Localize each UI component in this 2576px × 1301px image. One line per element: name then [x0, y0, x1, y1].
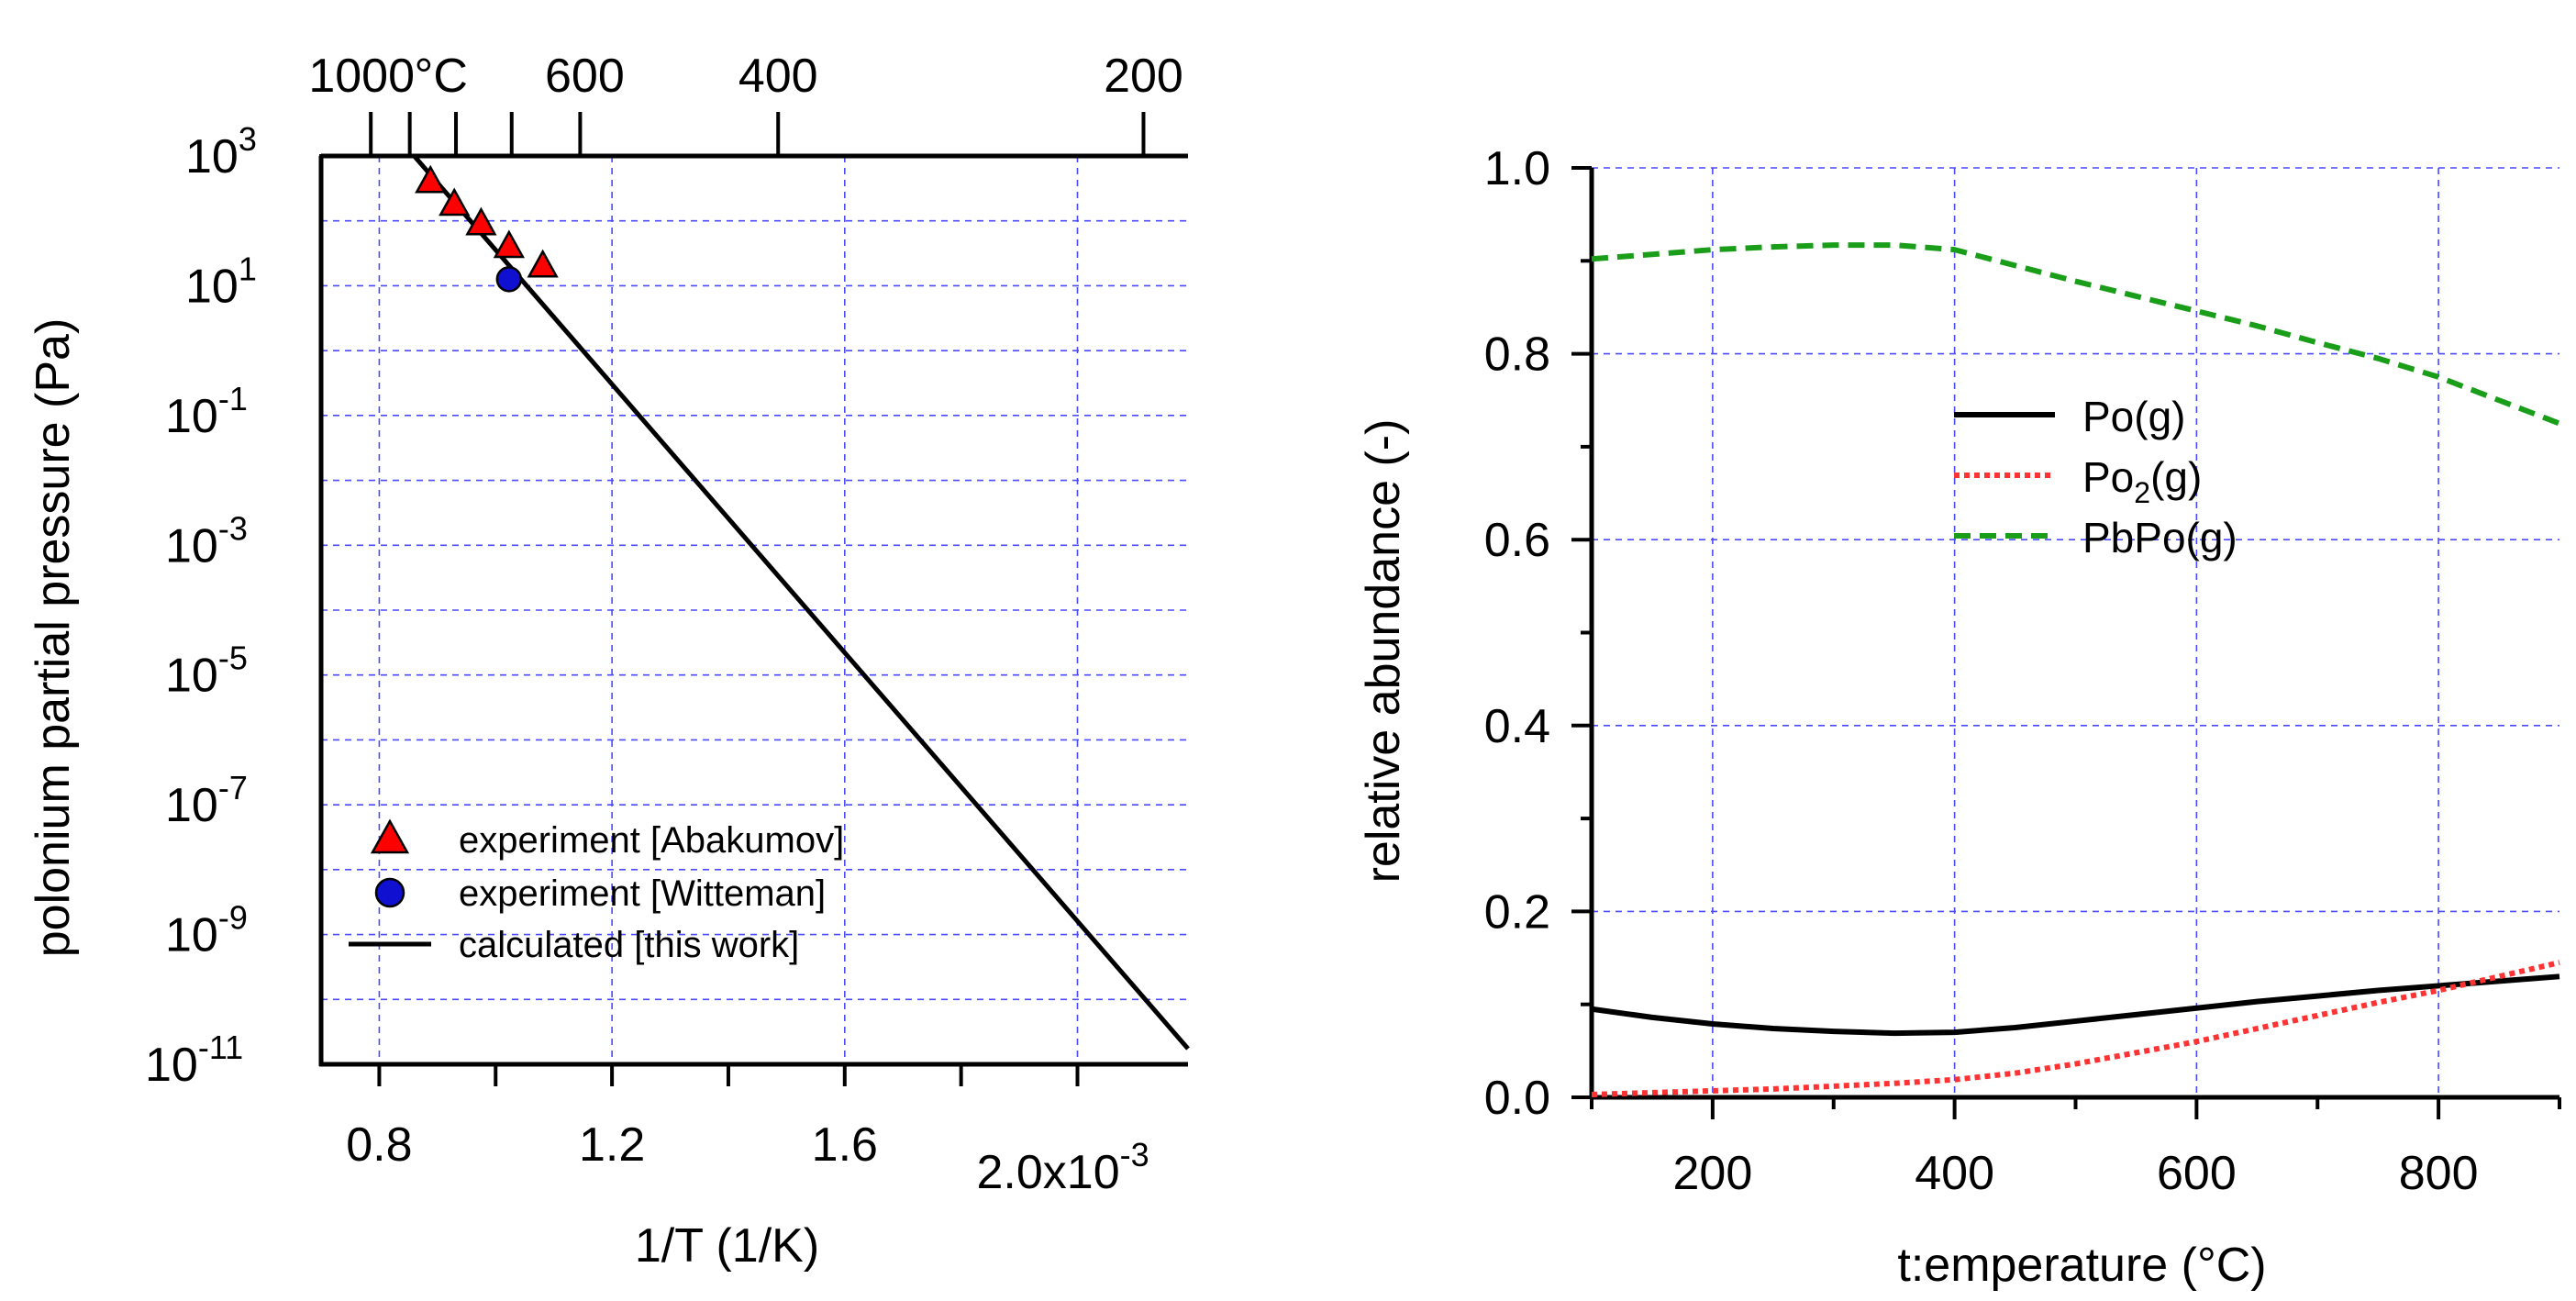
y-tick-label: 0.6: [1484, 514, 1550, 567]
legend-abakumov-label: experiment [Abakumov]: [459, 820, 844, 861]
legend-calculated-label: calculated [this work]: [459, 925, 799, 965]
witteman-point: [495, 266, 523, 293]
legend-abakumov-marker: [370, 818, 410, 854]
x-tick-label: 400: [1915, 1147, 1994, 1200]
y-tick-label: 10-5: [165, 639, 248, 703]
x-tick-exponent: -3: [1120, 1136, 1149, 1173]
po2-line: [1591, 960, 2560, 1097]
y-tick-exponent: 3: [239, 120, 257, 158]
x-tick-label: 2.0x10-3: [976, 1136, 1149, 1199]
abakumov-point: [493, 229, 525, 259]
y-tick-exponent: -11: [198, 1029, 243, 1066]
x-tick-label: 1.6: [812, 1118, 878, 1172]
abakumov-point: [415, 164, 447, 194]
y-tick-label: 1.0: [1484, 142, 1550, 195]
y-tick-exponent: -5: [218, 639, 248, 677]
legend-pbpo-line-label: PbPo(g): [2082, 514, 2237, 562]
y-tick-label: 101: [185, 250, 257, 313]
y-tick-exponent: -7: [218, 769, 248, 806]
top-tick-label: 400: [738, 50, 818, 103]
top-tick-label: 200: [1104, 50, 1183, 103]
legend-po-line-label: Po(g): [2082, 393, 2185, 440]
po-line: [1591, 973, 2560, 1037]
y-tick-label: 10-7: [165, 769, 248, 832]
vapor-pressure-chart: 10-11 10-9 10-7 10-5 10-3 10-1 101 103 0.8 1.2 1.6…: [27, 50, 1190, 1273]
y-tick-label: 0.2: [1484, 885, 1550, 939]
abakumov-point: [439, 187, 471, 217]
legend-suffix: (g): [2150, 453, 2202, 501]
y-tick-exponent: -1: [218, 380, 248, 417]
pbpo-line: [1591, 242, 2561, 427]
x-tick-label: 800: [2399, 1147, 2479, 1200]
calculated-line: [412, 154, 1190, 1051]
y-tick-exponent: -9: [218, 899, 248, 937]
y-tick-label: 10-3: [165, 509, 248, 573]
y-tick-label: 0.8: [1484, 328, 1550, 382]
relative-abundance-chart: 0.0 0.2 0.4 0.6 0.8 1.0 200 400 600 800 t:emperatu…: [1357, 142, 2561, 1292]
y-tick-label: 0.4: [1484, 700, 1550, 753]
y-tick-label: 10-1: [165, 380, 248, 443]
x-axis-title: 1/T (1/K): [635, 1219, 819, 1273]
x-tick-label: 1.2: [579, 1118, 645, 1172]
legend-witteman-marker: [374, 877, 405, 908]
x-tick-label: 600: [2157, 1147, 2237, 1200]
y-tick-exponent: 1: [239, 250, 257, 287]
y-tick-exponent: -3: [218, 509, 248, 547]
top-tick-label: 1000: [308, 50, 415, 103]
x-axis-title: t:emperature (°C): [1897, 1239, 2266, 1292]
abakumov-point: [465, 206, 497, 236]
y-tick-label: 103: [185, 120, 257, 183]
abakumov-point: [527, 249, 559, 278]
top-axis-unit: °C: [415, 50, 468, 103]
legend-subscript: 2: [2134, 476, 2150, 509]
legend-po2-line-label: Po2(g): [2082, 453, 2202, 509]
y-axis-title: relative abundance (-): [1357, 419, 1410, 884]
x-tick-label: 0.8: [346, 1118, 412, 1172]
y-tick-label: 10-11: [145, 1029, 243, 1092]
y-tick-label: 10-9: [165, 899, 248, 962]
top-tick-label: 600: [545, 50, 625, 103]
legend-witteman-label: experiment [Witteman]: [459, 873, 826, 914]
y-axis-title: polonium partial pressure (Pa): [27, 318, 80, 958]
y-tick-label: 0.0: [1484, 1072, 1550, 1125]
x-tick-label: 200: [1672, 1147, 1752, 1200]
